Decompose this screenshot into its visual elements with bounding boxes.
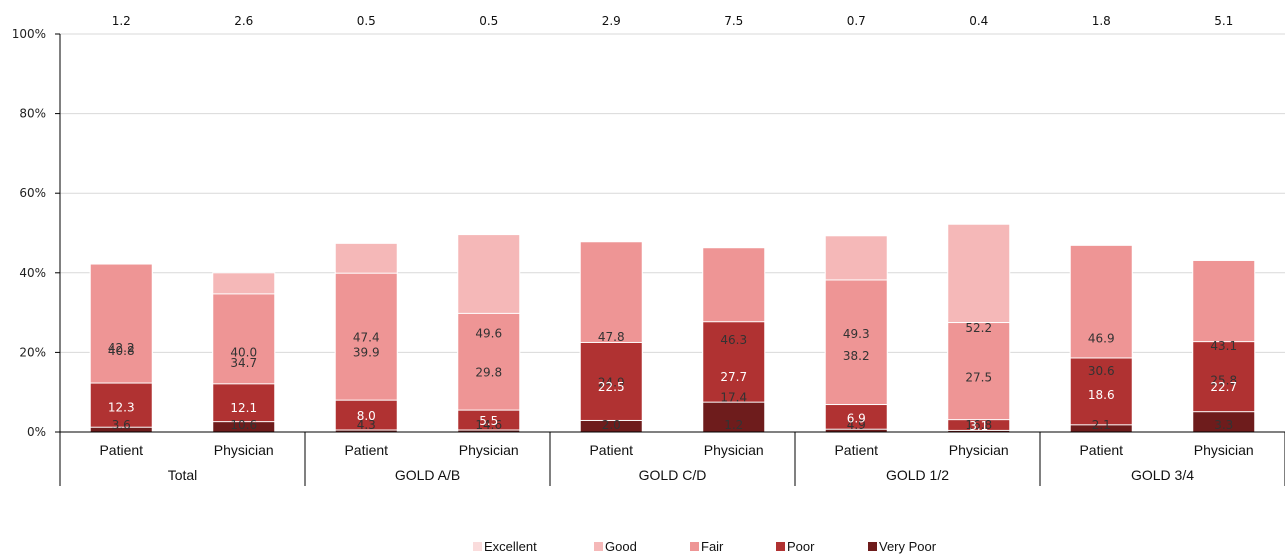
bars [89,223,1256,433]
bar-segment-poor [824,404,888,433]
x-category-label: Physician [704,442,764,458]
legend-label: Poor [787,539,815,554]
data-labels: 3.6 40.842.2 12.3 1.2 10.6 40.034.7 12.1 2.6 4.3… [108,14,1237,433]
axes: 0% 20% 40% 60% 80% 100% Patient Physician Patien… [12,27,1285,486]
data-label: 30.6 [1088,364,1115,378]
data-label: 49.3 [843,327,870,341]
data-label: 5.5 [479,414,498,428]
y-tick-label: 60% [19,186,46,200]
data-label: 5.1 [1214,14,1233,28]
data-label: 1.2 [112,14,131,28]
data-label: 27.7 [720,370,747,384]
legend-swatch [868,542,877,551]
data-label: 46.3 [720,333,747,347]
data-label: 47.8 [598,330,625,344]
data-label: 2.0 [602,418,621,432]
data-label: 43.1 [1210,339,1237,353]
data-label: 39.9 [353,346,380,360]
y-tick-label: 40% [19,266,46,280]
legend-label: Very Poor [879,539,937,554]
x-category-label: Physician [459,442,519,458]
data-label: 3.3 [1214,418,1233,432]
data-label: 14.6 [475,418,502,432]
x-category-label: Physician [1194,442,1254,458]
x-category-label: Patient [589,442,633,458]
x-group-label: GOLD 3/4 [1131,467,1194,483]
data-label: 17.4 [720,390,747,404]
data-label: 52.2 [965,321,992,335]
legend-swatch [594,542,603,551]
x-group-label: Total [168,467,198,483]
data-label: 7.5 [724,14,743,28]
data-label: 4.3 [357,418,376,432]
data-label: 0.5 [479,14,498,28]
legend-label: Excellent [484,539,537,554]
x-group-label: GOLD 1/2 [886,467,949,483]
data-label: 34.7 [230,356,257,370]
data-label: 40.0 [230,345,257,359]
x-category-label: Physician [949,442,1009,458]
data-label: 12.3 [108,401,135,415]
data-label: 22.7 [1210,380,1237,394]
data-label: 1.8 [1092,14,1111,28]
x-category-label: Patient [99,442,143,458]
legend: Excellent Good Fair Poor Very Poor [473,539,937,554]
data-label: 46.9 [1088,332,1115,346]
data-label: 25.8 [1210,374,1237,388]
x-category-label: Patient [344,442,388,458]
y-tick-label: 20% [19,345,46,359]
x-category-label: Patient [1079,442,1123,458]
bar-segment-very-poor [702,401,766,433]
data-label: 49.6 [475,326,502,340]
bar-segment-poor [579,341,643,433]
data-label: 6.9 [847,411,866,425]
data-label: 47.4 [353,331,380,345]
data-label: 4.9 [847,418,866,432]
y-tick-label: 80% [19,107,46,121]
data-label: 12.1 [230,401,257,415]
data-label: 0.5 [357,14,376,28]
data-label: 8.0 [357,409,376,423]
data-label: 22.5 [598,380,625,394]
data-label: 38.2 [843,349,870,363]
data-label: 2.9 [602,14,621,28]
data-label: 3.1 [969,419,988,433]
legend-swatch [690,542,699,551]
data-label: 3.6 [112,418,131,432]
legend-swatch [473,542,482,551]
x-group-label: GOLD A/B [395,467,460,483]
data-label: 1.2 [724,418,743,432]
data-label: 2.1 [1092,418,1111,432]
bar-segment-fair [947,322,1011,433]
legend-label: Fair [701,539,724,554]
data-label: 10.6 [230,418,257,432]
data-label: 0.7 [847,14,866,28]
data-label: 27.5 [965,370,992,384]
data-label: 2.6 [234,14,253,28]
data-label: 18.6 [1088,388,1115,402]
bar-segment-poor [1069,357,1133,433]
data-label: 24.9 [598,375,625,389]
y-tick-label: 100% [12,27,46,41]
legend-swatch [776,542,785,551]
data-label: 40.8 [108,344,135,358]
data-label: 16.8 [965,418,992,432]
x-category-label: Physician [214,442,274,458]
bar-segment-poor [89,382,153,433]
data-label: 29.8 [475,366,502,380]
data-label: 0.4 [969,14,988,28]
data-label: 42.2 [108,341,135,355]
legend-label: Good [605,539,637,554]
y-tick-label: 0% [27,425,46,439]
x-group-label: GOLD C/D [639,467,707,483]
x-category-label: Patient [834,442,878,458]
